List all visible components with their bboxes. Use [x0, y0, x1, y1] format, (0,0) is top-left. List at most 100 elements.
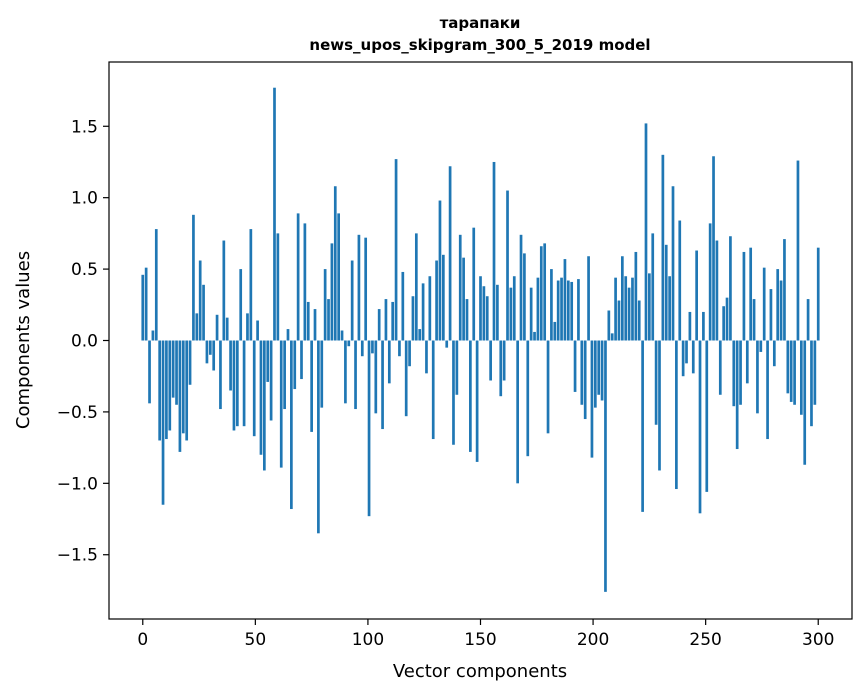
- bar: [641, 340, 644, 512]
- bar: [756, 340, 759, 414]
- bar: [229, 340, 232, 391]
- bar: [340, 330, 344, 341]
- bar: [745, 340, 749, 384]
- bar: [749, 247, 753, 341]
- bar: [708, 223, 712, 341]
- bar: [766, 340, 769, 440]
- bar: [310, 340, 313, 432]
- bar: [718, 340, 722, 395]
- bar: [448, 166, 452, 341]
- bar: [695, 250, 698, 341]
- bar: [752, 299, 756, 341]
- bar: [425, 340, 428, 374]
- bar: [526, 340, 530, 457]
- bar: [735, 340, 739, 450]
- x-axis-label: Vector components: [393, 661, 567, 682]
- bar: [523, 253, 526, 341]
- bar: [553, 321, 557, 341]
- x-tick-label: 250: [689, 630, 721, 650]
- bar: [671, 186, 675, 341]
- bar: [320, 340, 324, 408]
- bar: [445, 340, 449, 348]
- bar: [570, 281, 574, 341]
- bar: [256, 320, 259, 341]
- x-tick-label: 300: [802, 630, 834, 650]
- bar: [506, 190, 509, 341]
- bar: [215, 314, 219, 341]
- bar: [560, 277, 563, 341]
- bar: [323, 269, 327, 341]
- bar: [499, 340, 503, 397]
- bar: [401, 271, 405, 341]
- bar: [148, 340, 151, 404]
- bar: [485, 296, 489, 341]
- bar: [624, 276, 628, 341]
- bar: [195, 313, 199, 341]
- bar: [435, 260, 438, 341]
- bar: [185, 340, 189, 441]
- bar: [192, 214, 195, 341]
- bar: [681, 340, 685, 377]
- bar: [151, 330, 155, 341]
- bar: [512, 276, 516, 341]
- bar: [249, 229, 253, 341]
- bar: [330, 243, 334, 341]
- bar: [286, 329, 290, 341]
- bar: [698, 340, 702, 514]
- bar: [482, 286, 486, 341]
- y-tick-label: 0.0: [71, 332, 98, 352]
- bar: [391, 301, 395, 341]
- bar: [796, 160, 800, 341]
- bar: [600, 340, 604, 401]
- bar: [306, 301, 310, 341]
- y-tick-label: 1.5: [71, 117, 98, 137]
- bar: [489, 340, 492, 381]
- bar: [178, 340, 182, 452]
- bar: [546, 340, 550, 434]
- bar: [428, 276, 432, 341]
- bar: [519, 234, 523, 341]
- bar: [685, 340, 688, 364]
- bar: [252, 340, 256, 437]
- bar: [705, 340, 709, 492]
- bar: [536, 277, 540, 341]
- bar: [580, 340, 584, 405]
- bar: [168, 340, 172, 431]
- bar: [354, 340, 357, 410]
- bar: [232, 340, 236, 431]
- bar: [273, 87, 276, 341]
- bar: [283, 340, 286, 410]
- bar: [141, 274, 145, 341]
- y-axis-label: Components values: [13, 251, 34, 429]
- bar: [675, 340, 678, 490]
- bar: [810, 340, 813, 427]
- bar: [161, 340, 165, 505]
- bar: [688, 311, 692, 341]
- bar: [472, 227, 476, 341]
- bar: [678, 220, 682, 341]
- bar: [533, 331, 536, 341]
- bar: [296, 213, 300, 341]
- chart-title-line2: news_upos_skipgram_300_5_2019 model: [309, 36, 650, 54]
- bar: [144, 267, 148, 341]
- bar: [816, 247, 820, 341]
- bar: [607, 310, 611, 341]
- bar: [803, 340, 807, 465]
- bar: [658, 340, 661, 471]
- bar: [171, 340, 175, 398]
- bar: [651, 233, 655, 341]
- bar: [577, 279, 580, 341]
- bar: [394, 159, 398, 341]
- bar: [313, 309, 317, 341]
- y-tick-label: −1.5: [57, 546, 98, 566]
- bar: [543, 243, 547, 341]
- bar: [357, 234, 361, 341]
- bar: [563, 259, 567, 341]
- bar: [465, 299, 469, 341]
- bar-series: [141, 87, 820, 592]
- bar: [573, 340, 577, 392]
- bar: [246, 313, 249, 341]
- bar: [509, 287, 513, 341]
- bar: [219, 340, 222, 410]
- y-tick-label: −0.5: [57, 403, 98, 423]
